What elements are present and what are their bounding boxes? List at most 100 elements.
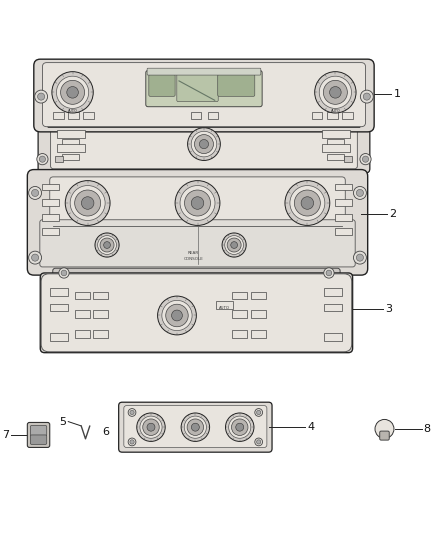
- Bar: [75, 330, 90, 338]
- Text: AUTO: AUTO: [219, 306, 230, 310]
- FancyBboxPatch shape: [51, 123, 357, 169]
- FancyBboxPatch shape: [42, 62, 366, 127]
- Bar: [68, 112, 79, 119]
- Circle shape: [363, 93, 371, 100]
- Bar: [312, 112, 322, 119]
- Circle shape: [294, 190, 320, 216]
- Bar: [327, 112, 338, 119]
- Circle shape: [32, 189, 39, 197]
- Bar: [83, 112, 94, 119]
- Bar: [344, 156, 352, 162]
- Circle shape: [323, 80, 347, 104]
- Circle shape: [39, 156, 46, 162]
- Bar: [42, 214, 59, 221]
- Bar: [93, 330, 108, 338]
- Circle shape: [290, 185, 325, 221]
- Bar: [42, 199, 59, 206]
- Circle shape: [137, 413, 165, 441]
- Circle shape: [98, 236, 117, 254]
- Circle shape: [184, 416, 206, 438]
- Circle shape: [130, 440, 134, 444]
- Circle shape: [140, 416, 162, 438]
- FancyBboxPatch shape: [27, 423, 50, 447]
- Bar: [324, 333, 342, 341]
- Bar: [233, 330, 247, 338]
- Bar: [336, 183, 352, 190]
- Bar: [57, 130, 85, 138]
- Bar: [251, 292, 266, 300]
- Bar: [336, 199, 352, 206]
- Circle shape: [363, 156, 369, 162]
- Bar: [50, 333, 68, 341]
- Bar: [336, 228, 352, 235]
- Circle shape: [191, 197, 204, 209]
- FancyBboxPatch shape: [48, 120, 360, 127]
- Bar: [322, 130, 350, 138]
- Circle shape: [81, 197, 94, 209]
- Circle shape: [255, 409, 262, 416]
- Circle shape: [38, 93, 45, 100]
- Circle shape: [128, 409, 136, 416]
- Bar: [75, 292, 90, 300]
- Circle shape: [128, 438, 136, 446]
- Bar: [93, 310, 108, 318]
- Circle shape: [187, 128, 220, 160]
- Text: 6: 6: [103, 427, 110, 438]
- Circle shape: [32, 254, 39, 261]
- FancyBboxPatch shape: [53, 268, 340, 284]
- FancyBboxPatch shape: [146, 70, 262, 107]
- Circle shape: [357, 254, 364, 261]
- Bar: [42, 228, 59, 235]
- Circle shape: [175, 181, 220, 225]
- Circle shape: [229, 416, 251, 438]
- Circle shape: [191, 131, 217, 157]
- Bar: [53, 112, 64, 119]
- Circle shape: [227, 238, 241, 252]
- Bar: [233, 310, 247, 318]
- Circle shape: [60, 80, 85, 104]
- Circle shape: [257, 410, 261, 415]
- Circle shape: [187, 419, 204, 435]
- Circle shape: [162, 301, 192, 330]
- Circle shape: [225, 236, 244, 254]
- Circle shape: [285, 181, 330, 225]
- FancyBboxPatch shape: [41, 274, 352, 352]
- Bar: [62, 139, 79, 145]
- Text: AUTO: AUTO: [68, 109, 78, 112]
- Text: 7: 7: [2, 430, 9, 440]
- Bar: [342, 112, 353, 119]
- Circle shape: [35, 90, 48, 103]
- Text: 8: 8: [423, 424, 430, 434]
- Bar: [50, 304, 68, 311]
- FancyBboxPatch shape: [124, 406, 267, 447]
- Circle shape: [231, 241, 237, 248]
- Circle shape: [324, 268, 334, 278]
- Circle shape: [147, 423, 155, 431]
- Circle shape: [319, 76, 352, 108]
- Circle shape: [74, 190, 101, 216]
- Circle shape: [172, 310, 182, 321]
- Bar: [327, 154, 344, 159]
- Bar: [322, 144, 350, 152]
- Circle shape: [353, 251, 367, 264]
- Circle shape: [191, 423, 199, 431]
- Circle shape: [226, 413, 254, 441]
- Circle shape: [52, 71, 93, 113]
- FancyBboxPatch shape: [40, 273, 353, 353]
- Circle shape: [37, 154, 48, 165]
- Bar: [50, 288, 68, 296]
- Bar: [251, 330, 266, 338]
- Circle shape: [360, 90, 373, 103]
- Bar: [62, 154, 79, 159]
- Bar: [327, 139, 344, 145]
- Circle shape: [357, 189, 364, 197]
- Bar: [42, 183, 59, 190]
- Circle shape: [194, 135, 213, 154]
- Text: REAR: REAR: [187, 251, 199, 255]
- Text: 1: 1: [393, 89, 400, 99]
- FancyBboxPatch shape: [38, 119, 370, 173]
- Circle shape: [67, 86, 78, 98]
- Circle shape: [70, 185, 105, 221]
- FancyBboxPatch shape: [30, 425, 47, 436]
- Text: AUTO: AUTO: [331, 109, 340, 112]
